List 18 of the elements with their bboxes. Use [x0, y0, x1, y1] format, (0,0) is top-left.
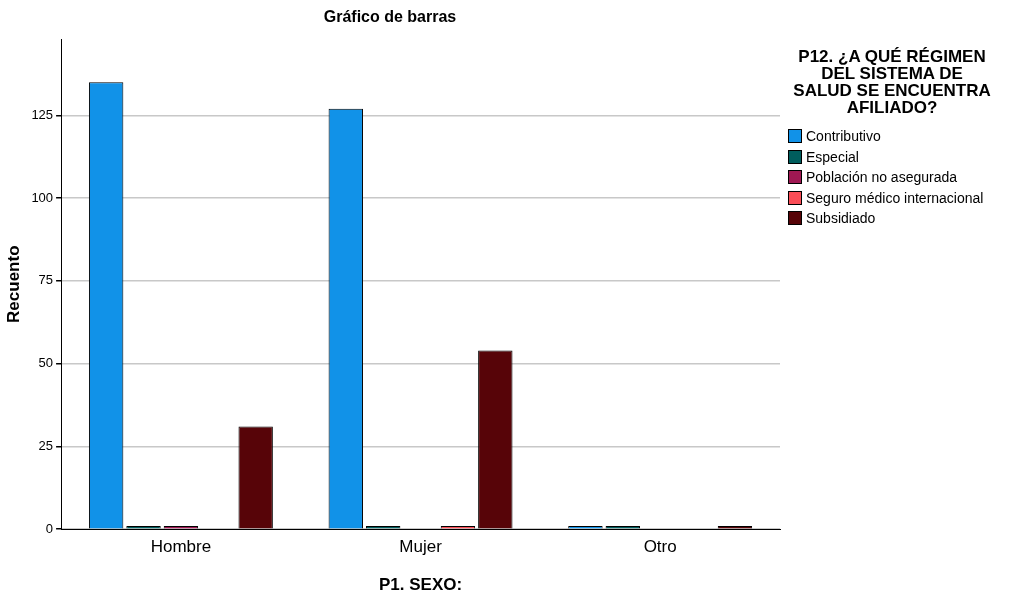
legend-label: Seguro médico internacional: [806, 189, 984, 206]
y-axis-title: Recuento: [3, 245, 23, 323]
x-tick-label: Otro: [643, 537, 677, 557]
x-tick-label: Mujer: [399, 537, 443, 557]
y-tick-label: 25: [38, 438, 54, 454]
y-tick-label: 0: [45, 520, 54, 536]
chart-title: Gráfico de barras: [323, 8, 457, 26]
legend-label: Contributivo: [806, 128, 881, 145]
legend-label: Subsidiado: [806, 210, 876, 227]
y-tick-label: 125: [31, 106, 54, 122]
x-axis-title: P1. SEXO:: [378, 575, 463, 595]
y-tick-label: 50: [38, 355, 54, 371]
legend-title: P12. ¿A QUÉ RÉGIMEN DEL SISTEMA DE SALUD SE ENCUENTRA AFILIADO?: [792, 47, 992, 117]
legend-label: Población no asegurada: [806, 169, 958, 186]
legend-label: Especial: [806, 148, 859, 165]
x-tick-label: Hombre: [150, 537, 212, 557]
y-tick-label: 75: [38, 272, 54, 288]
y-tick-label: 100: [31, 189, 54, 205]
